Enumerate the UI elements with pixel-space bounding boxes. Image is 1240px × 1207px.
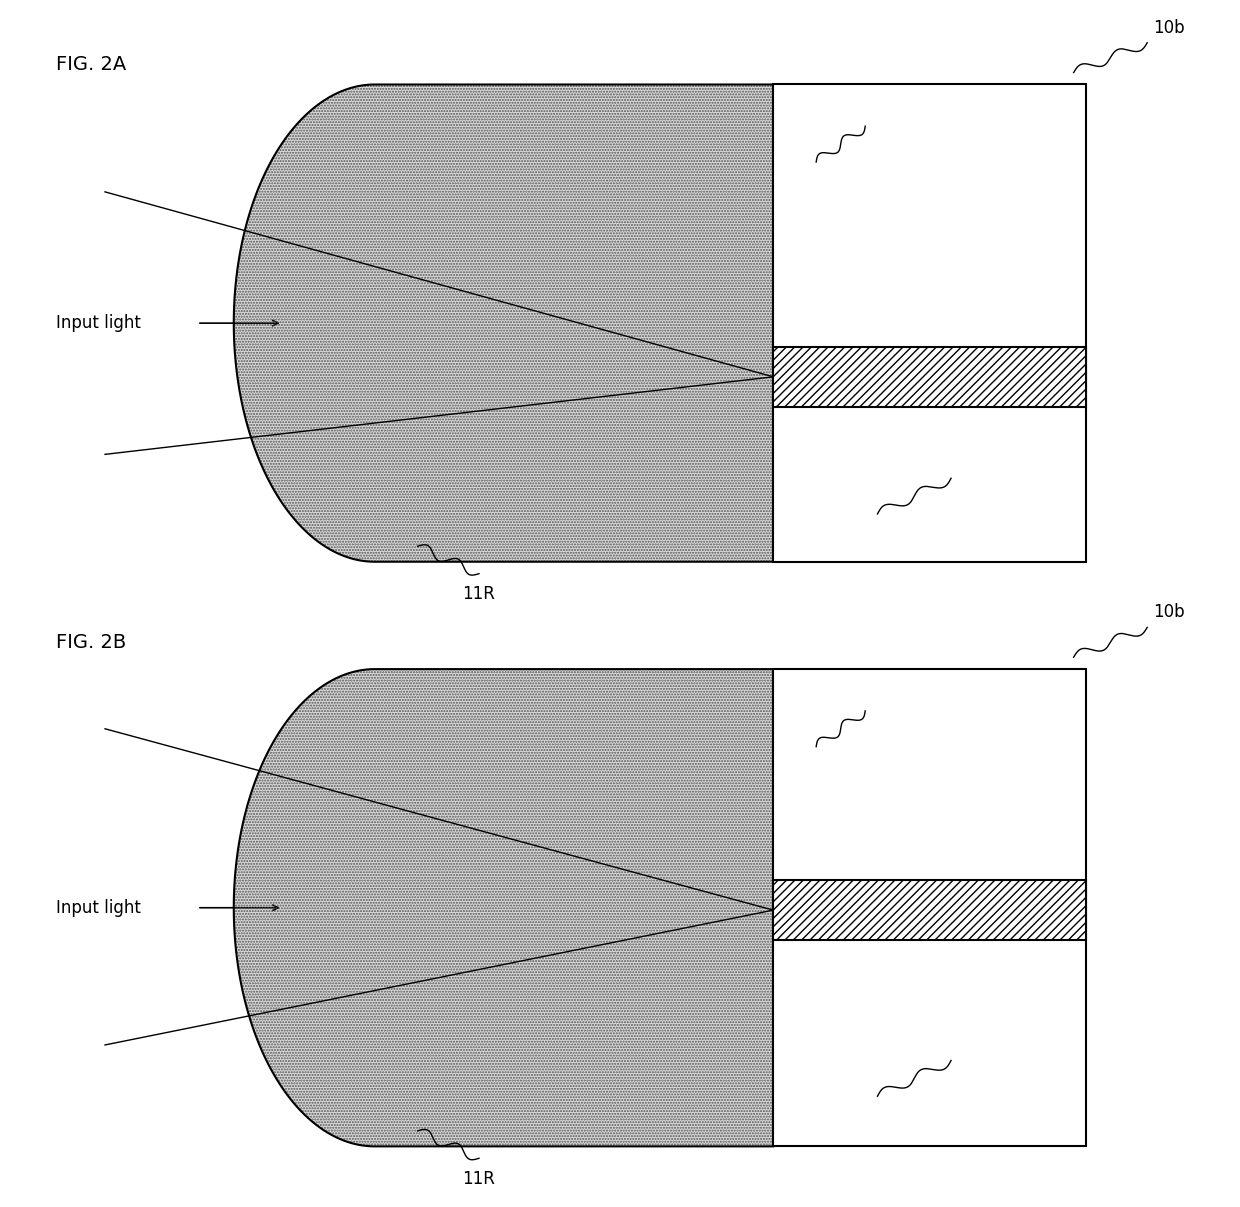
Bar bbox=[774, 669, 1086, 1147]
Bar bbox=[774, 84, 1086, 561]
Bar bbox=[774, 880, 1086, 940]
Text: 10b: 10b bbox=[1153, 604, 1185, 622]
Text: 11R: 11R bbox=[463, 585, 496, 604]
Text: 10a: 10a bbox=[866, 103, 897, 121]
Bar bbox=[774, 346, 1086, 407]
Text: FIG. 2A: FIG. 2A bbox=[56, 54, 126, 74]
Polygon shape bbox=[234, 84, 774, 561]
Text: FIG. 2B: FIG. 2B bbox=[56, 634, 126, 652]
Text: 10R: 10R bbox=[939, 532, 971, 550]
Text: 10b: 10b bbox=[1153, 19, 1185, 36]
Text: 11R: 11R bbox=[463, 1170, 496, 1188]
Text: Input light: Input light bbox=[56, 314, 141, 332]
Text: Input light: Input light bbox=[56, 899, 141, 917]
Polygon shape bbox=[234, 669, 774, 1147]
Text: 10a: 10a bbox=[866, 687, 897, 705]
Text: 10R: 10R bbox=[939, 1114, 971, 1132]
